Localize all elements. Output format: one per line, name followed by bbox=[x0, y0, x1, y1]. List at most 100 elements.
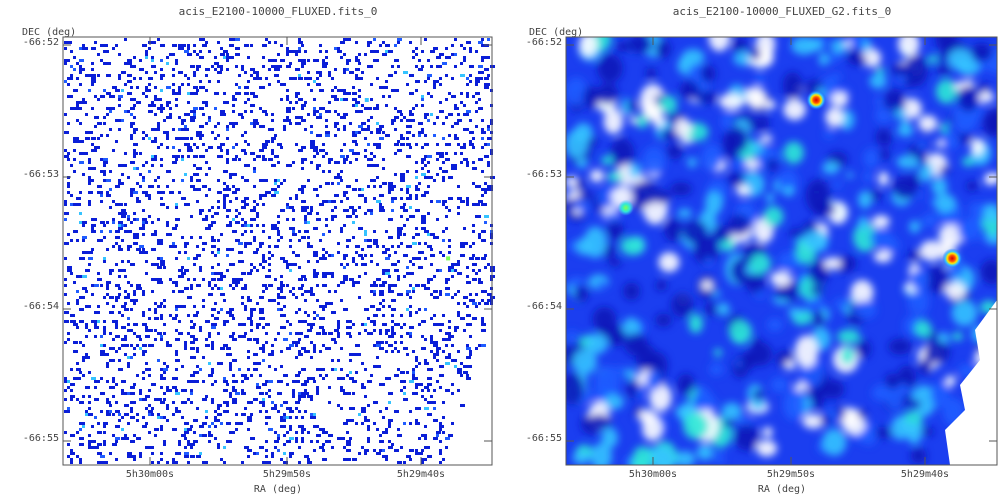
photon-pixel bbox=[418, 134, 421, 137]
image-area[interactable] bbox=[63, 37, 495, 465]
photon-pixel bbox=[484, 254, 487, 257]
photon-pixel bbox=[406, 191, 409, 194]
photon-pixel bbox=[280, 287, 283, 290]
photon-pixel bbox=[271, 59, 274, 62]
emission-blob bbox=[751, 141, 765, 155]
photon-pixel bbox=[175, 158, 178, 161]
photon-pixel bbox=[271, 227, 276, 230]
photon-pixel bbox=[271, 119, 274, 122]
photon-pixel bbox=[271, 452, 274, 455]
photon-pixel bbox=[148, 77, 153, 80]
photon-pixel bbox=[283, 338, 288, 341]
photon-pixel bbox=[202, 44, 207, 47]
photon-pixel bbox=[262, 194, 267, 197]
photon-pixel bbox=[484, 188, 487, 191]
photon-pixel bbox=[415, 161, 418, 164]
image-area[interactable] bbox=[561, 24, 1000, 476]
photon-pixel bbox=[460, 161, 463, 164]
photon-pixel bbox=[247, 350, 250, 353]
photon-pixel bbox=[67, 338, 70, 341]
photon-pixel bbox=[445, 338, 448, 341]
photon-pixel bbox=[382, 323, 387, 326]
photon-pixel bbox=[295, 116, 298, 119]
photon-pixel bbox=[244, 305, 247, 308]
photon-pixel bbox=[319, 89, 324, 92]
photon-pixel bbox=[448, 332, 451, 335]
photon-pixel bbox=[355, 179, 358, 182]
photon-pixel bbox=[88, 440, 91, 443]
photon-pixel bbox=[148, 413, 153, 416]
photon-pixel bbox=[253, 452, 256, 455]
photon-pixel bbox=[352, 140, 357, 143]
photon-pixel bbox=[211, 401, 214, 404]
photon-pixel bbox=[433, 389, 436, 392]
photon-pixel bbox=[223, 50, 228, 53]
photon-pixel bbox=[196, 68, 199, 71]
photon-pixel bbox=[253, 95, 258, 98]
photon-pixel bbox=[115, 263, 118, 266]
photon-pixel bbox=[148, 374, 151, 377]
photon-pixel bbox=[442, 200, 447, 203]
photon-pixel bbox=[229, 314, 234, 317]
photon-pixel bbox=[277, 215, 280, 218]
photon-pixel bbox=[325, 131, 330, 134]
photon-pixel bbox=[283, 119, 286, 122]
photon-pixel bbox=[139, 152, 142, 155]
photon-pixel bbox=[184, 125, 187, 128]
photon-pixel bbox=[97, 431, 102, 434]
photon-pixel bbox=[430, 113, 433, 116]
photon-pixel bbox=[430, 338, 433, 341]
photon-pixel bbox=[76, 119, 79, 122]
photon-pixel bbox=[343, 209, 346, 212]
photon-pixel bbox=[451, 167, 454, 170]
photon-pixel bbox=[202, 461, 205, 464]
photon-pixel bbox=[127, 230, 132, 233]
photon-pixel bbox=[238, 323, 241, 326]
emission-blob bbox=[777, 169, 799, 195]
photon-pixel bbox=[271, 113, 274, 116]
emission-blob bbox=[857, 409, 868, 419]
photon-pixel bbox=[427, 281, 430, 284]
photon-pixel bbox=[364, 53, 367, 56]
photon-pixel bbox=[304, 320, 307, 323]
photon-pixel bbox=[286, 110, 291, 113]
photon-pixel bbox=[70, 434, 75, 437]
photon-pixel bbox=[109, 110, 112, 113]
photon-pixel bbox=[64, 62, 67, 65]
photon-pixel bbox=[253, 353, 258, 356]
photon-pixel bbox=[379, 434, 382, 437]
photon-pixel bbox=[253, 398, 258, 401]
photon-pixel bbox=[385, 431, 388, 434]
photon-pixel bbox=[361, 188, 364, 191]
photon-pixel bbox=[139, 347, 142, 350]
photon-pixel bbox=[241, 224, 244, 227]
photon-pixel bbox=[454, 329, 457, 332]
photon-pixel bbox=[223, 197, 226, 200]
photon-pixel bbox=[487, 83, 490, 86]
photon-pixel bbox=[346, 431, 349, 434]
photon-pixel bbox=[157, 125, 160, 128]
photon-pixel bbox=[118, 53, 121, 56]
photon-pixel bbox=[184, 431, 189, 434]
photon-pixel bbox=[166, 62, 169, 65]
photon-pixel bbox=[403, 203, 406, 206]
photon-pixel bbox=[460, 44, 463, 47]
photon-pixel bbox=[283, 416, 286, 419]
photon-pixel bbox=[391, 326, 394, 329]
photon-pixel bbox=[280, 314, 283, 317]
photon-pixel bbox=[259, 446, 264, 449]
photon-pixel bbox=[211, 245, 216, 248]
emission-blob bbox=[679, 56, 688, 66]
photon-pixel bbox=[151, 59, 154, 62]
photon-pixel bbox=[157, 239, 162, 242]
photon-pixel bbox=[265, 275, 268, 278]
photon-pixel bbox=[79, 122, 82, 125]
photon-pixel bbox=[325, 125, 328, 128]
photon-pixel bbox=[472, 278, 477, 281]
photon-pixel bbox=[298, 410, 301, 413]
photon-pixel bbox=[235, 221, 240, 224]
photon-pixel bbox=[361, 422, 364, 425]
photon-pixel bbox=[172, 242, 175, 245]
emission-blob bbox=[909, 269, 929, 291]
photon-pixel bbox=[445, 56, 448, 59]
